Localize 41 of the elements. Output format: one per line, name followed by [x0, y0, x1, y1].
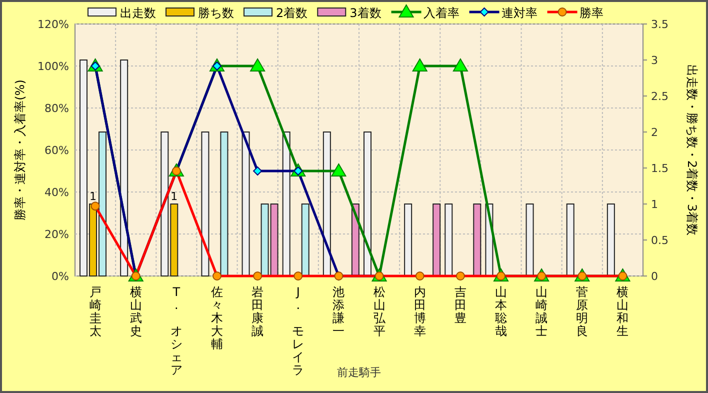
- x-tick-label: 岩田康誠: [252, 285, 264, 338]
- y-tick-label: 0%: [52, 270, 69, 283]
- x-tick-label: 戸崎圭太: [89, 285, 102, 338]
- y-axis-title: 勝率・連対率・入着率(%): [13, 80, 27, 220]
- y2-tick-label: 1.5: [651, 162, 668, 175]
- legend-label: 出走数: [120, 6, 156, 20]
- y2-tick-label: 3: [651, 54, 658, 67]
- x-tick-label: 松山弘平: [373, 285, 386, 338]
- y2-tick-label: 2: [651, 126, 658, 139]
- x-tick-label: 横山武史: [130, 285, 142, 338]
- x-tick-label: 山本聡哉: [495, 285, 507, 338]
- legend-label: 勝ち数: [198, 6, 234, 20]
- x-tick-label: 山崎誠士: [536, 285, 548, 338]
- x-tick-label: 池添謙一: [332, 285, 345, 338]
- legend-label: 勝率: [579, 6, 604, 20]
- data-label: 1: [90, 190, 96, 203]
- legend-label: 2着数: [276, 6, 308, 20]
- y2-tick-label: 3.5: [651, 18, 668, 31]
- x-tick-label: 内田博幸: [414, 285, 426, 338]
- y2-tick-label: 2.5: [651, 90, 668, 103]
- y2-axis-title: 出走数・勝ち数・2着数・3着数: [685, 64, 699, 236]
- y-tick-label: 60%: [44, 144, 69, 157]
- x-tick-label: 菅原明良: [576, 285, 588, 338]
- x-tick-label: T. オシェア: [170, 285, 182, 377]
- y-tick-label: 40%: [44, 186, 69, 199]
- x-tick-label: 佐々木大輔: [211, 285, 223, 351]
- y2-tick-label: 0.5: [651, 234, 668, 247]
- x-tick-label: 横山和生: [616, 285, 629, 338]
- legend-label: 連対率: [501, 6, 538, 20]
- x-tick-label: J. モレイラ: [292, 285, 304, 377]
- data-label: 1: [170, 190, 178, 203]
- y-tick-label: 80%: [44, 102, 69, 115]
- y-tick-label: 20%: [44, 228, 69, 241]
- legend-label: 入着率: [423, 6, 460, 20]
- x-tick-label: 吉田豊: [454, 285, 466, 325]
- legend-label: 3着数: [350, 6, 382, 20]
- x-axis-title: 前走騎手: [337, 366, 381, 379]
- y2-tick-label: 1: [651, 198, 658, 211]
- y2-tick-label: 0: [651, 270, 658, 283]
- y-tick-label: 120%: [38, 18, 69, 31]
- y-tick-label: 100%: [38, 60, 69, 73]
